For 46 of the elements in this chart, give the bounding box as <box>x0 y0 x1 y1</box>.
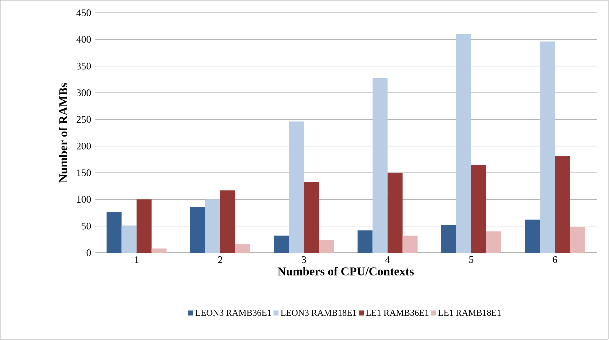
y-tick-label: 100 <box>77 196 92 204</box>
bar <box>220 190 236 253</box>
y-tick-label: 150 <box>77 170 92 176</box>
bar <box>319 240 334 253</box>
y-tick-label: 450 <box>76 10 92 16</box>
x-tick-label: 5 <box>470 256 474 264</box>
bar <box>486 232 502 253</box>
x-tick-label: 6 <box>553 256 558 264</box>
bar <box>570 227 586 253</box>
bar <box>555 156 570 253</box>
bar <box>402 236 418 253</box>
bar <box>122 226 137 253</box>
y-tick-label: 50 <box>82 222 92 230</box>
x-tick-label: 1 <box>135 256 139 264</box>
x-axis-title: Numbers of CPU/Contexts <box>278 267 414 276</box>
bar <box>388 174 403 253</box>
y-tick-label: 300 <box>76 90 92 96</box>
x-tick-label: 2 <box>218 256 222 264</box>
y-tick-label: 400 <box>76 36 92 44</box>
bar <box>472 165 487 253</box>
bar <box>190 207 206 253</box>
bar <box>372 78 388 253</box>
bar <box>136 200 152 253</box>
bar <box>358 230 373 253</box>
y-tick-label: 250 <box>76 116 92 124</box>
bar <box>152 248 167 253</box>
bar <box>236 244 250 253</box>
y-tick-label: 350 <box>76 62 92 70</box>
legend-label: LEON3 RAMB36E1 <box>196 310 272 316</box>
bar <box>456 34 472 253</box>
bar <box>304 182 320 253</box>
legend-label: LEON3 RAMB18E1 <box>281 310 356 316</box>
legend-label: LE1 RAMB36E1 <box>366 310 429 316</box>
x-tick-label: 3 <box>302 256 306 264</box>
y-tick-label: 200 <box>76 142 92 150</box>
x-tick-label: 4 <box>386 256 390 264</box>
bar <box>274 236 290 253</box>
y-axis-title: Number of RAMBs <box>59 83 68 183</box>
legend-label: LE1 RAMB18E1 <box>438 310 501 316</box>
bar <box>206 200 220 253</box>
bar <box>442 225 456 253</box>
bar <box>106 212 122 253</box>
y-tick-label: 0 <box>86 250 92 256</box>
bar <box>289 122 304 253</box>
bar <box>540 42 556 253</box>
bar <box>525 220 540 253</box>
